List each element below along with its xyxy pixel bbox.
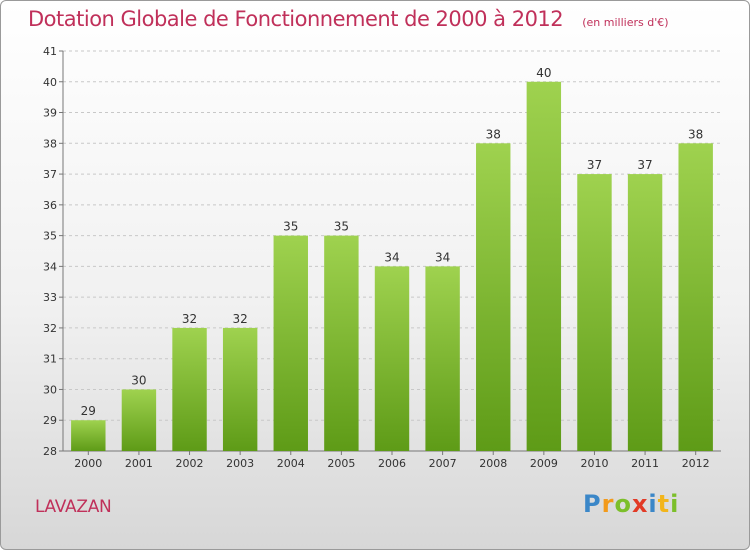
x-tick-label: 2004: [277, 457, 305, 470]
bar-value-label: 38: [688, 127, 703, 141]
x-tick-label: 2010: [580, 457, 608, 470]
axes: 28 29 30 31 32 33 34 35 36 37 38 39 40 41 2000 2001 2002…: [43, 45, 721, 470]
x-tick-label: 2003: [226, 457, 254, 470]
bar-value-label: 34: [435, 250, 450, 264]
bar-2001: [121, 389, 157, 451]
bar-2000: [71, 420, 106, 451]
bar-value-label: 30: [131, 373, 146, 387]
x-tick-label: 2000: [74, 457, 102, 470]
x-tick-label: 2011: [631, 457, 659, 470]
y-tick-label: 28: [43, 445, 57, 458]
commune-name: LAVAZAN: [35, 497, 112, 517]
y-tick-label: 41: [43, 45, 57, 58]
chart-title: Dotation Globale de Fonctionnement de 20…: [28, 7, 564, 31]
x-tick-label: 2008: [479, 457, 507, 470]
y-tick-label: 38: [43, 137, 57, 150]
bar-2004: [273, 235, 308, 451]
bar-2006: [374, 266, 410, 451]
y-tick-label: 36: [43, 199, 57, 212]
y-tick-label: 30: [43, 383, 57, 396]
bar-value-label: 34: [384, 250, 399, 264]
x-tick-label: 2006: [378, 457, 406, 470]
x-tick-label: 2001: [125, 457, 153, 470]
bar-2012: [678, 143, 713, 452]
y-tick-label: 29: [43, 414, 57, 427]
x-tick-label: 2007: [429, 457, 457, 470]
bar-value-label: 35: [283, 220, 298, 234]
bar-value-label: 37: [587, 158, 602, 172]
bar-value-label: 37: [637, 158, 652, 172]
bar-2007: [425, 266, 460, 451]
x-tick-label: 2012: [682, 457, 710, 470]
y-tick-label: 31: [43, 353, 57, 366]
y-tick-label: 39: [43, 107, 57, 120]
bar-value-label: 40: [536, 66, 551, 80]
y-tick-label: 40: [43, 76, 57, 89]
bar-2008: [476, 143, 511, 452]
bar-value-label: 32: [182, 312, 197, 326]
proxiti-logo[interactable]: Proxiti: [583, 490, 680, 518]
bar-2002: [172, 327, 207, 451]
bar-value-label: 29: [81, 404, 96, 418]
y-tick-label: 34: [43, 260, 57, 273]
chart-subtitle: (en milliers d'€): [582, 16, 669, 29]
bar-2003: [222, 327, 258, 451]
bar-value-label: 35: [334, 220, 349, 234]
x-tick-label: 2009: [530, 457, 558, 470]
bars: [71, 81, 713, 452]
bar-2005: [324, 235, 359, 451]
x-tick-label: 2002: [176, 457, 204, 470]
y-tick-label: 35: [43, 230, 57, 243]
bar-2011: [627, 174, 663, 452]
labels: 29 30 32 32 35 35 34 34 38 40 37 37 38: [81, 66, 704, 418]
bar-value-label: 38: [486, 127, 501, 141]
y-tick-label: 37: [43, 168, 57, 181]
bar-value-label: 32: [233, 312, 248, 326]
x-tick-label: 2005: [327, 457, 355, 470]
bar-2010: [577, 174, 612, 452]
bar-2009: [526, 81, 562, 452]
y-tick-label: 33: [43, 291, 57, 304]
title-row: Dotation Globale de Fonctionnement de 20…: [28, 7, 669, 31]
y-tick-label: 32: [43, 322, 57, 335]
